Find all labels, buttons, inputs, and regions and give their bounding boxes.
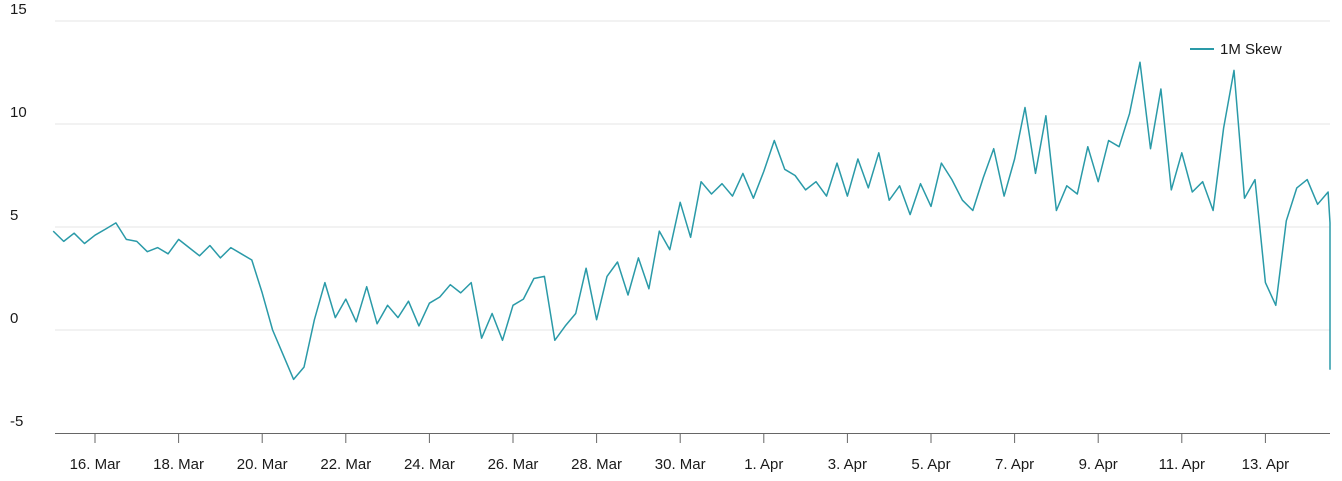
series-lines [52, 61, 1331, 381]
x-tick-label: 24. Mar [404, 456, 455, 473]
x-tick-label: 11. Apr [1159, 456, 1205, 473]
y-tick-labels: -5 0 5 10 15 [10, 1, 27, 430]
x-tick-label: 30. Mar [655, 456, 706, 473]
x-tick-label: 9. Apr [1079, 456, 1118, 473]
x-tick-label: 26. Mar [488, 456, 539, 473]
x-tick-label: 7. Apr [995, 456, 1034, 473]
x-tick-label: 20. Mar [237, 456, 288, 473]
x-tick-label: 13. Apr [1242, 456, 1290, 473]
y-gridlines [55, 20, 1330, 331]
y-tick-label: 0 [10, 310, 18, 327]
x-tick-label: 16. Mar [70, 456, 121, 473]
x-tick-label: 22. Mar [320, 456, 371, 473]
y-tick-label: 5 [10, 207, 18, 224]
x-tick-label: 28. Mar [571, 456, 622, 473]
legend[interactable]: 1M Skew [1190, 41, 1282, 58]
series-line [52, 61, 1331, 381]
x-axis: 16. Mar 18. Mar 20. Mar 22. Mar 24. Mar 26. M… [55, 433, 1330, 473]
x-tick-label: 3. Apr [828, 456, 867, 473]
y-tick-label: 15 [10, 1, 27, 18]
y-tick-label: 10 [10, 104, 27, 121]
legend-label: 1M Skew [1220, 41, 1282, 58]
x-tick-label: 1. Apr [744, 456, 783, 473]
y-tick-label: -5 [10, 413, 23, 430]
x-tick-label: 5. Apr [911, 456, 950, 473]
x-tick-label: 18. Mar [153, 456, 204, 473]
